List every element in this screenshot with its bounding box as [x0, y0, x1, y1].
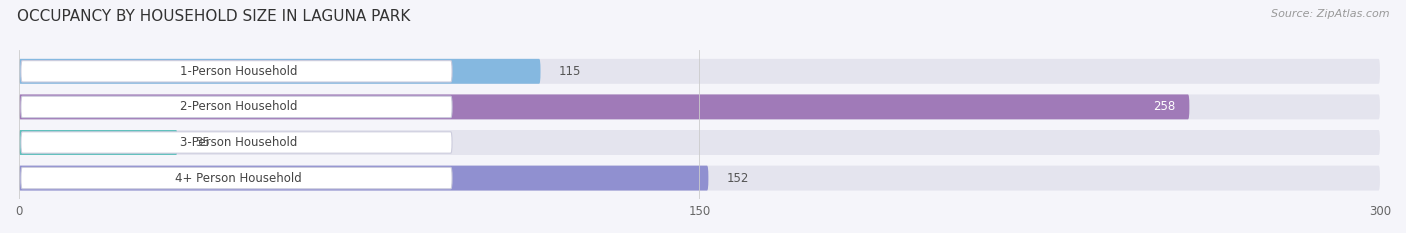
- Text: 115: 115: [558, 65, 581, 78]
- FancyBboxPatch shape: [18, 130, 177, 155]
- FancyBboxPatch shape: [18, 59, 1379, 84]
- Text: 35: 35: [195, 136, 211, 149]
- Text: 3-Person Household: 3-Person Household: [180, 136, 298, 149]
- FancyBboxPatch shape: [18, 94, 1189, 119]
- FancyBboxPatch shape: [18, 166, 1379, 191]
- Text: 152: 152: [727, 171, 749, 185]
- FancyBboxPatch shape: [21, 61, 451, 82]
- FancyBboxPatch shape: [18, 166, 709, 191]
- Text: OCCUPANCY BY HOUSEHOLD SIZE IN LAGUNA PARK: OCCUPANCY BY HOUSEHOLD SIZE IN LAGUNA PA…: [17, 9, 411, 24]
- FancyBboxPatch shape: [18, 130, 1379, 155]
- FancyBboxPatch shape: [18, 59, 540, 84]
- Text: 2-Person Household: 2-Person Household: [180, 100, 298, 113]
- Text: 258: 258: [1153, 100, 1175, 113]
- Text: Source: ZipAtlas.com: Source: ZipAtlas.com: [1271, 9, 1389, 19]
- FancyBboxPatch shape: [21, 132, 451, 153]
- FancyBboxPatch shape: [21, 167, 451, 189]
- Text: 4+ Person Household: 4+ Person Household: [176, 171, 302, 185]
- Text: 1-Person Household: 1-Person Household: [180, 65, 298, 78]
- FancyBboxPatch shape: [18, 94, 1379, 119]
- FancyBboxPatch shape: [21, 96, 451, 118]
